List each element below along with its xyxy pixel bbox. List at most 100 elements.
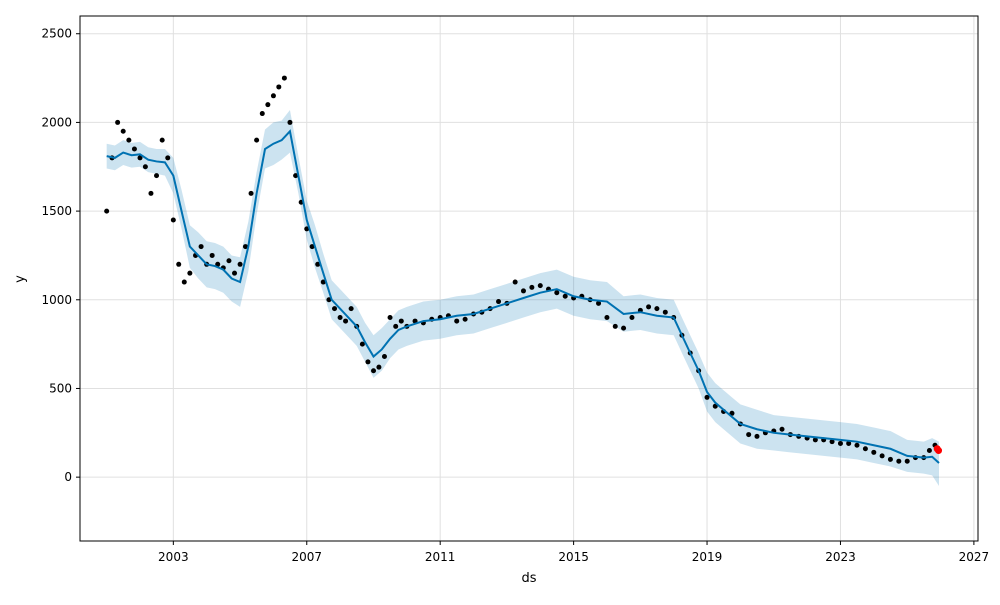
x-tick-label: 2027	[959, 550, 990, 564]
actual-point	[170, 217, 176, 223]
actual-point	[812, 437, 818, 443]
y-tick-label: 1500	[41, 204, 72, 218]
actual-point	[926, 448, 932, 454]
actual-point	[662, 309, 668, 315]
actual-point	[254, 137, 260, 143]
forecast-line	[106, 129, 940, 464]
actual-point	[837, 440, 843, 446]
actual-point	[887, 456, 893, 462]
actual-point	[704, 394, 710, 400]
actual-point	[187, 270, 193, 276]
actual-point	[871, 449, 877, 455]
actual-point	[281, 75, 287, 81]
x-tick-label: 2023	[825, 550, 856, 564]
actual-point	[142, 164, 148, 170]
actual-point	[337, 315, 343, 321]
actual-point	[554, 290, 560, 296]
actual-point	[332, 306, 338, 312]
grid-layer	[80, 16, 978, 541]
x-tick-label: 2015	[558, 550, 589, 564]
actual-point	[348, 306, 354, 312]
highlight-point	[935, 447, 943, 455]
actual-point	[242, 244, 248, 250]
actual-point	[237, 261, 243, 267]
x-axis-ticks: 2003 2007 2011 2015 2019 2023 2027	[158, 541, 989, 564]
actual-point	[512, 279, 518, 285]
actual-point	[537, 283, 543, 289]
y-axis-label: y	[13, 275, 28, 283]
actual-point	[371, 368, 377, 374]
actual-point	[126, 137, 132, 143]
actual-point	[326, 297, 332, 303]
plot-area-frame	[79, 15, 979, 542]
actual-point	[376, 364, 382, 370]
actual-point	[165, 155, 171, 161]
actual-point	[159, 137, 165, 143]
actual-point	[904, 458, 910, 464]
actual-point	[879, 453, 885, 459]
actual-point	[621, 325, 627, 331]
actual-point	[612, 323, 618, 329]
x-axis-label: ds	[521, 571, 536, 586]
actual-point	[215, 261, 221, 267]
actual-point	[276, 84, 282, 90]
actual-point	[654, 306, 660, 312]
y-tick-label: 1000	[41, 293, 72, 307]
actual-point	[365, 359, 371, 365]
actual-point	[154, 173, 160, 179]
actual-point	[198, 244, 204, 250]
highlight-points-layer	[933, 445, 943, 455]
actual-point	[779, 426, 785, 432]
actual-point	[896, 458, 902, 464]
actual-point	[496, 299, 502, 305]
actual-point	[104, 208, 110, 214]
actual-point	[529, 284, 535, 290]
actual-point	[265, 102, 271, 108]
actual-point	[359, 341, 365, 347]
x-tick-label: 2003	[158, 550, 189, 564]
actual-point	[746, 432, 752, 438]
y-axis-ticks: 0 500 1000 1500 2000 2500	[41, 27, 80, 484]
actual-point	[604, 315, 610, 321]
actual-point	[562, 293, 568, 299]
y-tick-label: 500	[49, 381, 72, 395]
actual-point	[293, 173, 299, 179]
actual-point	[398, 318, 404, 324]
actual-point	[232, 270, 238, 276]
actual-point	[393, 323, 399, 329]
x-tick-label: 2019	[692, 550, 723, 564]
actual-point	[387, 315, 393, 321]
actual-point	[646, 304, 652, 310]
actual-point	[462, 316, 468, 322]
actual-point	[304, 226, 310, 232]
actual-point	[846, 440, 852, 446]
actual-point	[829, 439, 835, 445]
actual-point	[343, 318, 349, 324]
actual-point	[181, 279, 187, 285]
actual-point	[287, 119, 293, 125]
actual-point	[226, 258, 232, 264]
forecast-line-layer	[106, 129, 940, 464]
actual-point	[120, 128, 126, 134]
plot-area-background	[80, 16, 978, 541]
actual-point	[270, 93, 276, 99]
actual-point	[854, 442, 860, 448]
actual-point	[259, 111, 265, 117]
y-tick-label: 2000	[41, 115, 72, 129]
actual-point	[520, 288, 526, 294]
actual-point	[862, 446, 868, 452]
actual-point	[137, 155, 143, 161]
actual-point	[315, 261, 321, 267]
actual-point	[754, 433, 760, 439]
y-tick-label: 2500	[41, 27, 72, 41]
x-tick-label: 2007	[291, 550, 322, 564]
actual-point	[320, 279, 326, 285]
actual-point	[209, 252, 215, 258]
actual-point	[131, 146, 137, 152]
actual-point	[248, 190, 254, 196]
actual-point	[309, 244, 315, 250]
actual-point	[115, 119, 121, 125]
actual-point	[454, 318, 460, 324]
actual-point	[381, 354, 387, 360]
